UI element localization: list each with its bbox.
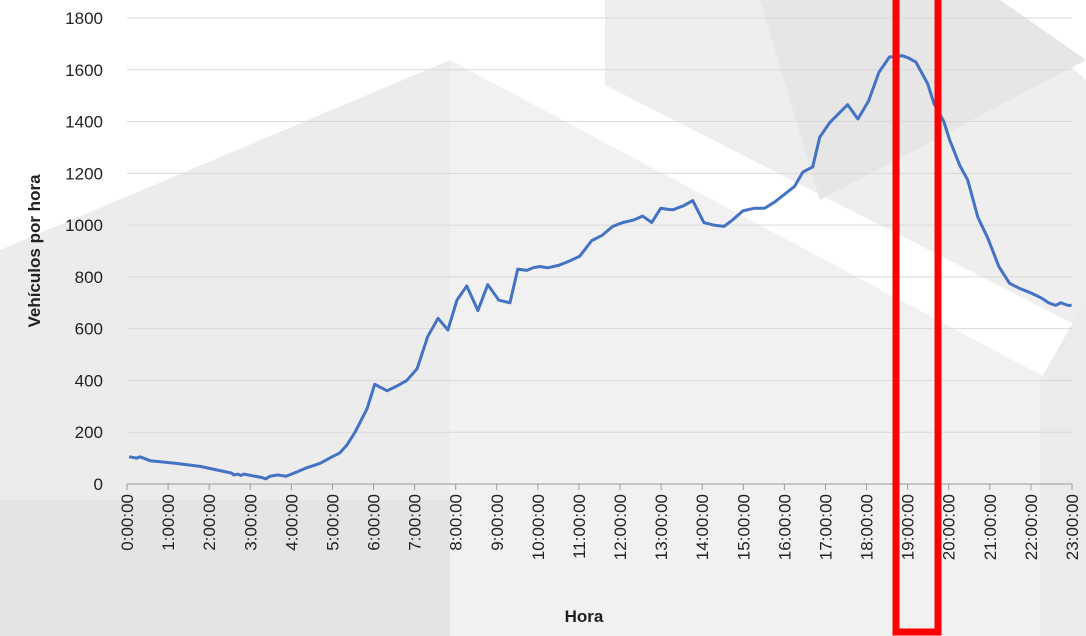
x-tick-label: 14:00:00 [693, 494, 712, 560]
y-tick-label: 1600 [65, 61, 103, 80]
x-tick-label: 12:00:00 [611, 494, 630, 560]
x-tick-label: 5:00:00 [323, 494, 342, 551]
y-tick-label: 1800 [65, 9, 103, 28]
x-tick-label: 20:00:00 [940, 494, 959, 560]
y-tick-label: 600 [75, 320, 103, 339]
y-tick-label: 800 [75, 268, 103, 287]
x-tick-label: 18:00:00 [858, 494, 877, 560]
y-axis-label: Vehículos por hora [25, 174, 44, 328]
line-series [128, 54, 1072, 481]
x-tick-label: 22:00:00 [1022, 494, 1041, 560]
x-tick-label: 6:00:00 [365, 494, 384, 551]
x-tick-label: 16:00:00 [775, 494, 794, 560]
highlight-box [892, 0, 942, 636]
y-tick-label: 400 [75, 371, 103, 390]
x-tick-label: 13:00:00 [652, 494, 671, 560]
y-tick-label: 1000 [65, 216, 103, 235]
x-tick-label: 7:00:00 [406, 494, 425, 551]
y-tick-label: 1200 [65, 164, 103, 183]
x-tick-label: 15:00:00 [734, 494, 753, 560]
y-tick-label: 0 [94, 475, 103, 494]
y-tick-label: 200 [75, 423, 103, 442]
x-axis-label: Hora [565, 607, 604, 626]
x-tick-label: 0:00:00 [118, 494, 137, 551]
x-tick-label: 11:00:00 [570, 494, 589, 559]
x-tick-label: 1:00:00 [159, 494, 178, 551]
x-tick-label: 9:00:00 [488, 494, 507, 551]
x-tick-label: 19:00:00 [899, 494, 918, 560]
x-tick-label: 3:00:00 [241, 494, 260, 551]
x-tick-label: 10:00:00 [529, 494, 548, 560]
x-tick-label: 8:00:00 [447, 494, 466, 551]
x-tick-label: 21:00:00 [981, 494, 1000, 560]
x-tick-label: 23:00:00 [1063, 494, 1082, 560]
x-tick-label: 17:00:00 [816, 494, 835, 560]
x-tick-label: 2:00:00 [200, 494, 219, 551]
x-tick-label: 4:00:00 [282, 494, 301, 551]
y-tick-label: 1400 [65, 113, 103, 132]
